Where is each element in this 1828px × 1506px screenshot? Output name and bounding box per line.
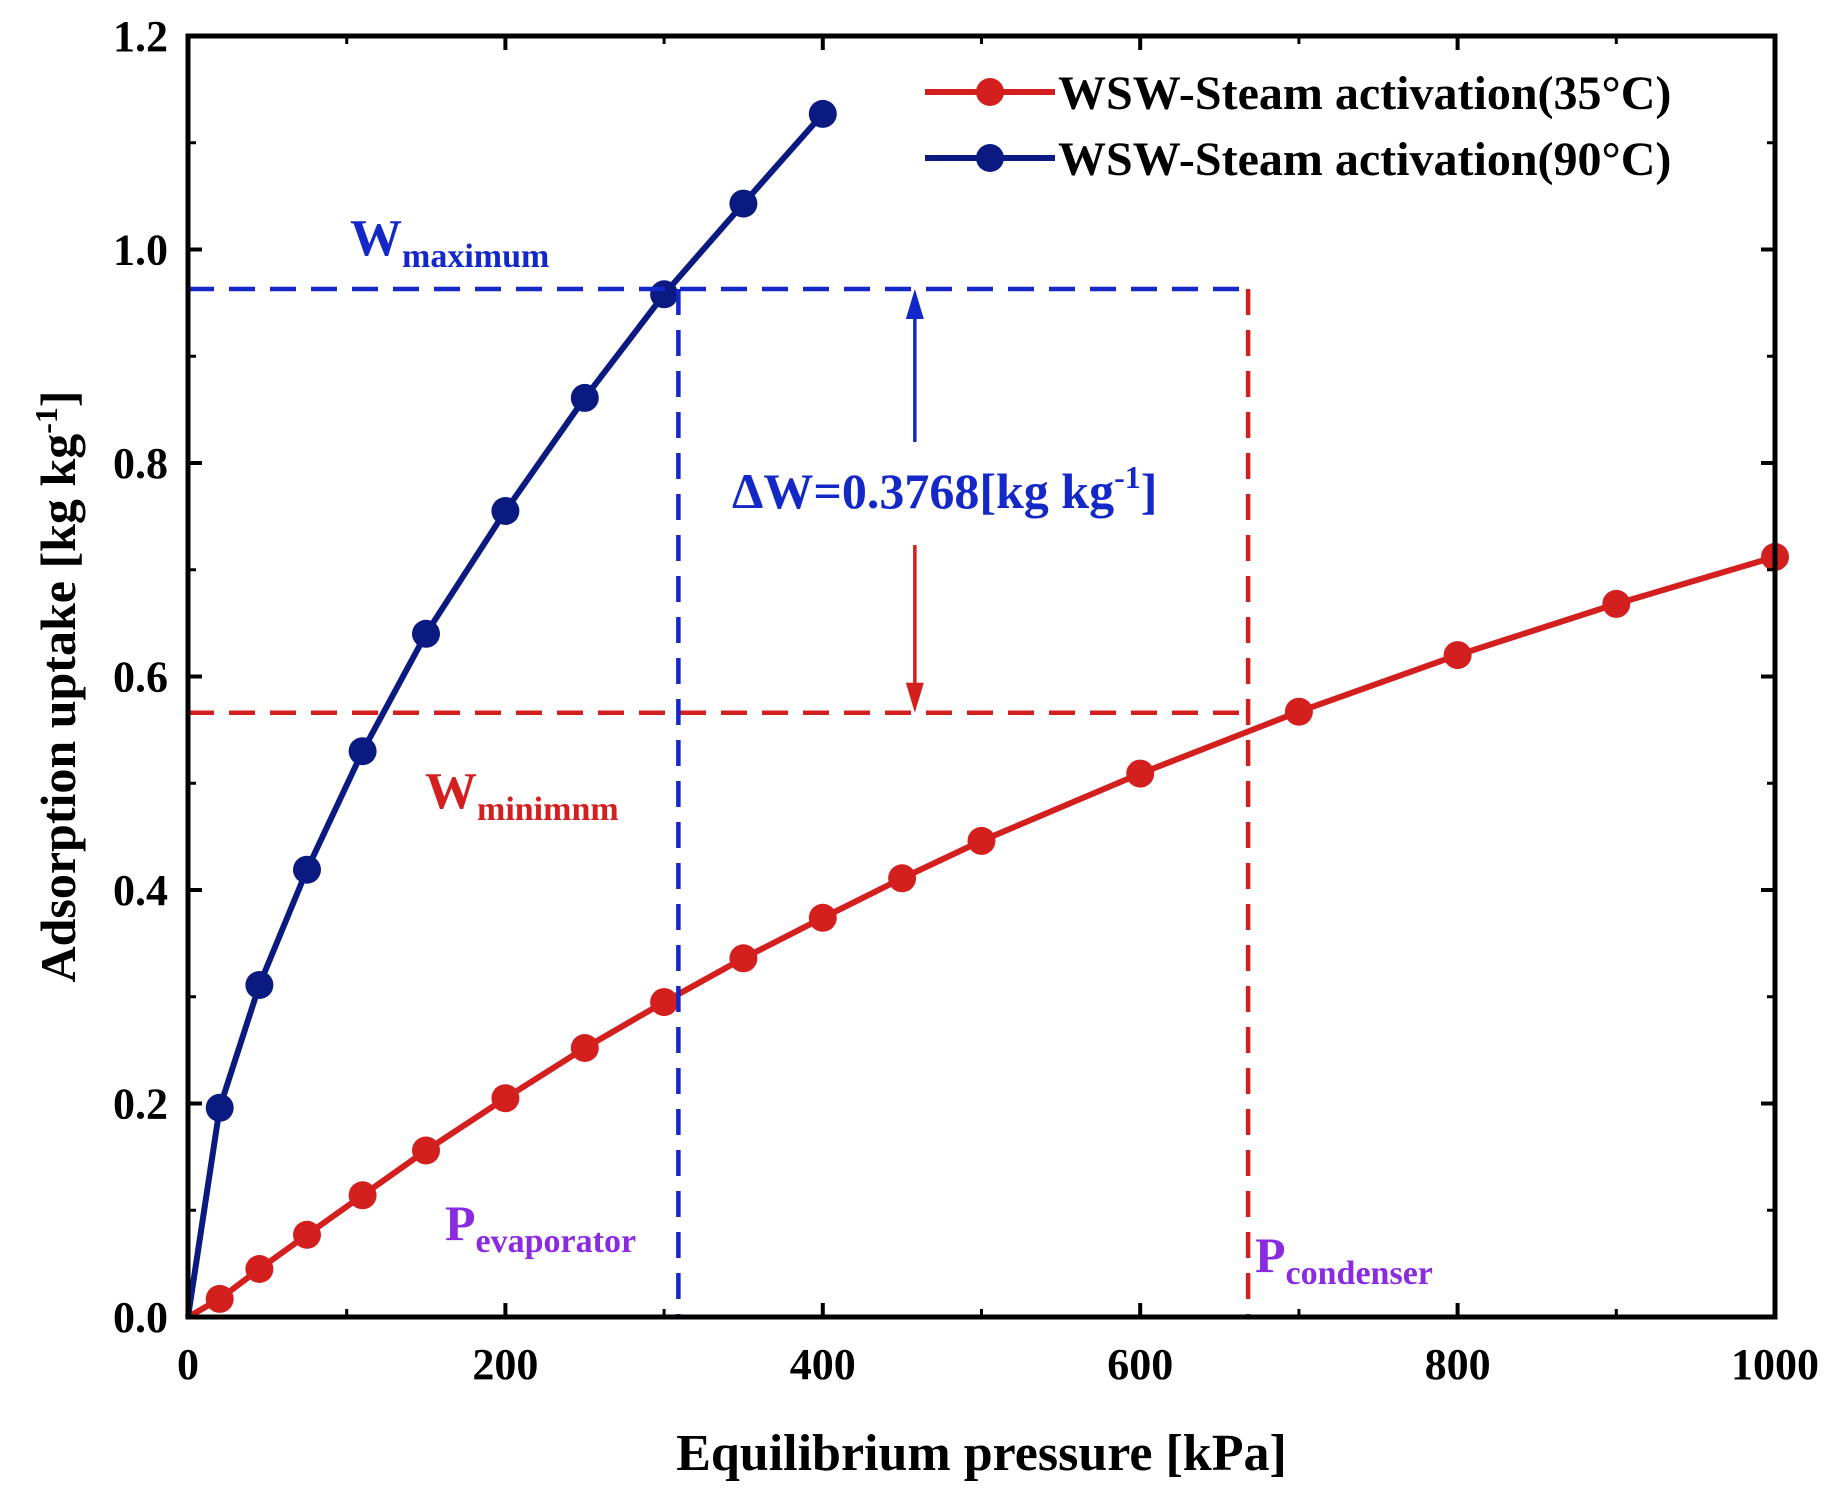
w-maximum-label: Wmaximum	[350, 210, 549, 275]
w-minimum-label-subscript: minimnm	[477, 791, 619, 828]
series-1-point	[729, 944, 758, 973]
w-maximum-label-main: W	[350, 210, 402, 267]
y-axis-label-superscript: -1	[28, 407, 64, 434]
series-1-point	[205, 1284, 234, 1313]
w-maximum-label-subscript: maximum	[402, 238, 549, 275]
series-2-point	[570, 383, 599, 412]
series-2-point	[348, 737, 377, 766]
series-line-2	[185, 111, 826, 1318]
delta-w-arrow-down-head	[905, 682, 924, 713]
x-axis-label: Equilibrium pressure [kPa]	[676, 1425, 1287, 1482]
series-1-point	[570, 1034, 599, 1062]
y-tick-label: 0.2	[113, 1080, 168, 1129]
series-1-point	[808, 903, 837, 932]
reference-lines-layer	[188, 286, 1251, 1317]
axes-layer: 0 200 400 600 800 1000 0.0 0.2 0.4 0.6 0.8 1.0 1.2 Eq…	[28, 12, 1819, 1482]
series-2-point	[205, 1093, 234, 1122]
x-tick-label: 800	[1425, 1340, 1491, 1389]
delta-w-label-superscript: -1	[1114, 459, 1141, 495]
x-tick-label: 600	[1107, 1340, 1173, 1389]
p-condenser-label-subscript: condenser	[1286, 1255, 1433, 1292]
series-1-point	[1443, 641, 1472, 670]
x-tick-label: 0	[177, 1340, 199, 1389]
y-tick-label: 0.6	[113, 653, 168, 702]
y-tick-label: 0.0	[113, 1293, 168, 1342]
delta-w-label: ΔW=0.3768[kg kg-1]	[732, 459, 1157, 519]
series-layer	[185, 99, 1789, 1320]
y-tick-label: 0.8	[113, 439, 168, 488]
p-evaporator-label-main: P	[445, 1195, 476, 1251]
legend-marker-1	[976, 78, 1004, 106]
series-1-point	[348, 1181, 377, 1210]
series-2-point	[808, 99, 837, 128]
series-2-point	[729, 189, 758, 218]
w-minimum-label-main: W	[425, 763, 477, 820]
legend: WSW-Steam activation(35°C) WSW-Steam acti…	[925, 67, 1671, 186]
x-tick-label: 200	[472, 1340, 538, 1389]
series-2-point	[412, 619, 440, 648]
y-tick-label: 1.2	[113, 12, 168, 61]
x-tick-label: 1000	[1731, 1340, 1819, 1389]
series-1-point	[1126, 759, 1155, 788]
w-minimum-label: Wminimnm	[425, 763, 619, 828]
y-axis-label: Adsorption uptake [kg kg-1]	[28, 390, 86, 982]
series-1-point	[1602, 589, 1631, 618]
y-axis-label-text: Adsorption uptake [kg kg	[30, 434, 86, 983]
y-tick-label: 0.4	[113, 866, 168, 915]
delta-w-label-main: ΔW=0.3768[kg kg	[732, 463, 1114, 519]
series-1-point	[888, 864, 917, 893]
series-1-point	[1284, 697, 1313, 726]
y-axis-label-end: ]	[30, 390, 86, 407]
series-line-1	[186, 554, 1776, 1320]
series-1-point	[967, 826, 996, 855]
p-evaporator-label: Pevaporator	[445, 1195, 636, 1260]
p-evaporator-label-subscript: evaporator	[476, 1223, 637, 1260]
series-1-point	[412, 1136, 440, 1165]
series-2-point	[293, 855, 321, 884]
plot-frame	[185, 33, 1778, 1320]
series-1-point	[293, 1220, 321, 1249]
series-2-point	[650, 280, 679, 309]
legend-label-1: WSW-Steam activation(35°C)	[1058, 67, 1671, 120]
series-2-point	[245, 971, 274, 999]
legend-marker-2	[976, 144, 1004, 172]
p-condenser-label-main: P	[1255, 1227, 1286, 1283]
series-1-point	[650, 988, 679, 1017]
series-1-point	[245, 1255, 274, 1283]
series-2-point	[491, 497, 520, 525]
x-tick-label: 400	[790, 1340, 856, 1389]
p-condenser-label: Pcondenser	[1255, 1227, 1433, 1292]
legend-label-2: WSW-Steam activation(90°C)	[1058, 133, 1671, 186]
delta-w-arrow-up-head	[905, 288, 924, 319]
delta-w-label-end: ]	[1141, 463, 1158, 519]
y-tick-label: 1.0	[113, 226, 168, 275]
series-1-point	[491, 1084, 520, 1113]
